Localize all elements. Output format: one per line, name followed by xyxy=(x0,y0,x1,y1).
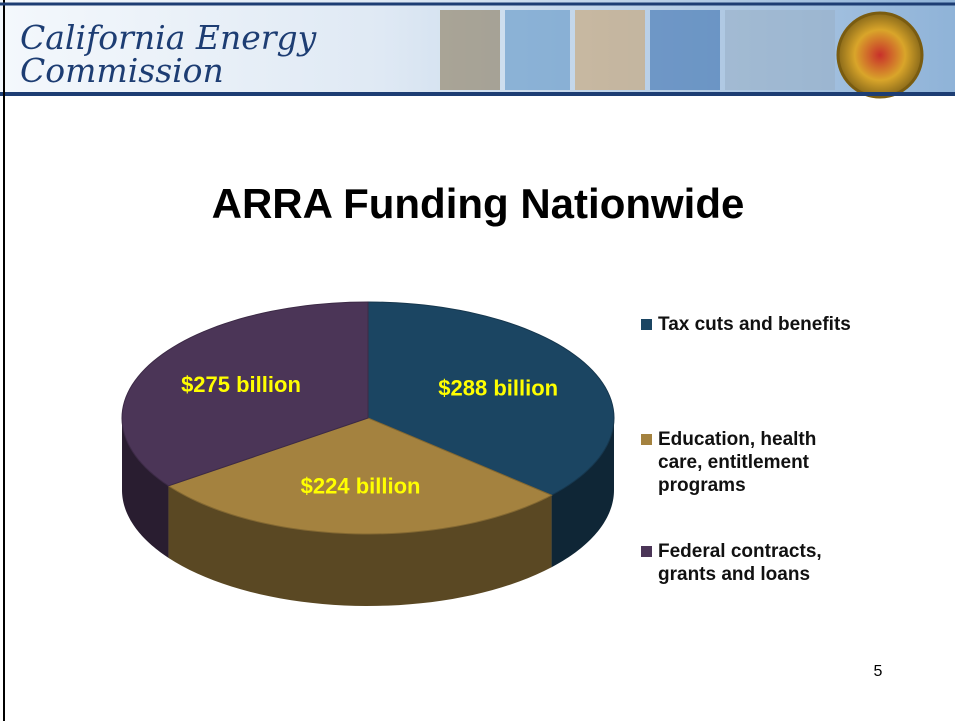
data-label: $224 billion xyxy=(301,473,421,498)
data-label: $288 billion xyxy=(438,375,558,400)
pie: $288 billion $224 billion $275 billion xyxy=(122,302,614,606)
page-number: 5 xyxy=(874,663,883,680)
slide: California Energy Commission ARRA Fundin… xyxy=(0,0,955,721)
legend-label: Tax cuts and benefits xyxy=(658,314,851,335)
legend-label: Federal contracts, grants and loans xyxy=(658,541,822,585)
legend-swatch xyxy=(641,546,652,557)
legend-item: Education, health care, entitlement prog… xyxy=(641,428,858,497)
header-photo xyxy=(575,10,645,90)
legend-item: Tax cuts and benefits xyxy=(641,313,858,336)
header-photo xyxy=(505,10,570,90)
header-rule xyxy=(0,92,955,96)
seal xyxy=(838,13,922,97)
chart-title: ARRA Funding Nationwide xyxy=(212,180,745,227)
legend-item: Federal contracts, grants and loans xyxy=(641,540,858,586)
header-title: Commission xyxy=(20,51,224,90)
chart: California Energy Commission ARRA Fundin… xyxy=(0,0,955,721)
legend-swatch xyxy=(641,319,652,330)
header-photo xyxy=(725,10,835,90)
legend-swatch xyxy=(641,434,652,445)
legend-label: Education, health care, entitlement prog… xyxy=(658,429,816,496)
header-photo xyxy=(650,10,720,90)
header-photo xyxy=(440,10,500,90)
data-label: $275 billion xyxy=(181,372,301,397)
